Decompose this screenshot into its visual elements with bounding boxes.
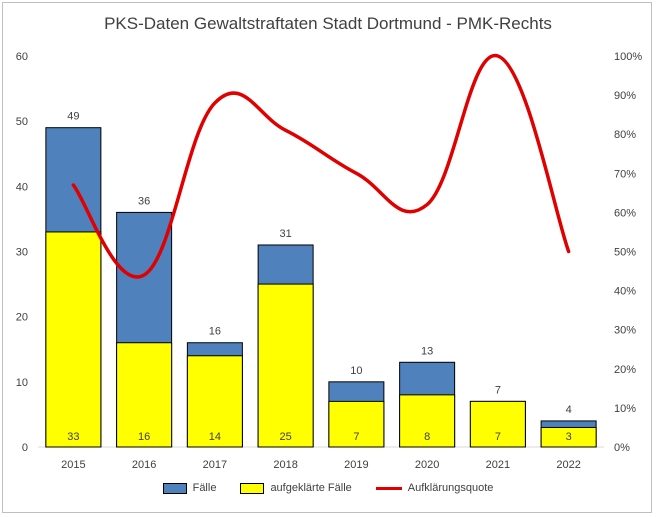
bar-aufgeklaerte bbox=[45, 231, 102, 448]
chart-legend: Fälle aufgeklärte Fälle Aufklärungsquote bbox=[0, 482, 656, 494]
data-label-faelle: 16 bbox=[209, 326, 221, 338]
line-aufklaerungsquote bbox=[71, 54, 571, 279]
data-label-aufgeklaerte: 16 bbox=[138, 431, 150, 443]
bar-aufgeklaerte bbox=[116, 342, 173, 448]
y2-tick-label: 60% bbox=[614, 207, 636, 219]
y2-tick-label: 10% bbox=[614, 403, 636, 415]
bar-aufgeklaerte bbox=[399, 394, 456, 448]
data-label-faelle: 13 bbox=[421, 345, 433, 357]
bar-aufgeklaerte bbox=[257, 283, 314, 448]
data-label-aufgeklaerte: 14 bbox=[209, 431, 221, 443]
y2-tick-label: 20% bbox=[614, 364, 636, 376]
legend-item-faelle: Fälle bbox=[162, 482, 217, 494]
x-tick-label: 2020 bbox=[415, 459, 439, 471]
data-label-aufgeklaerte: 25 bbox=[280, 431, 292, 443]
y2-tick-label: 80% bbox=[614, 129, 636, 141]
y-tick-label: 50 bbox=[16, 116, 28, 128]
y2-tick-label: 40% bbox=[614, 286, 636, 298]
y-tick-label: 10 bbox=[16, 377, 28, 389]
x-tick-label: 2018 bbox=[273, 459, 297, 471]
data-label-faelle: 7 bbox=[495, 384, 501, 396]
x-tick-label: 2021 bbox=[486, 459, 510, 471]
y-tick-label: 20 bbox=[16, 312, 28, 324]
legend-label-quote: Aufklärungsquote bbox=[407, 482, 494, 494]
y2-tick-label: 90% bbox=[614, 90, 636, 102]
bar-aufgeklaerte bbox=[540, 426, 597, 448]
bar-aufgeklaerte bbox=[328, 400, 385, 448]
x-tick-label: 2016 bbox=[132, 459, 156, 471]
y-tick-label: 30 bbox=[16, 247, 28, 259]
chart-title: PKS-Daten Gewaltstraftaten Stadt Dortmun… bbox=[104, 14, 552, 33]
bar-aufgeklaerte bbox=[469, 400, 526, 448]
data-label-aufgeklaerte: 8 bbox=[424, 431, 430, 443]
data-label-aufgeklaerte: 33 bbox=[67, 431, 79, 443]
data-label-faelle: 4 bbox=[566, 404, 572, 416]
legend-item-aufgeklaerte: aufgeklärte Fälle bbox=[240, 482, 352, 494]
data-label-faelle: 49 bbox=[67, 111, 79, 123]
data-label-aufgeklaerte: 3 bbox=[566, 431, 572, 443]
y2-tick-label: 50% bbox=[614, 247, 636, 259]
y2-tick-label: 100% bbox=[614, 51, 642, 63]
x-tick-label: 2017 bbox=[203, 459, 227, 471]
data-label-faelle: 10 bbox=[350, 365, 362, 377]
data-label-aufgeklaerte: 7 bbox=[495, 431, 501, 443]
y2-tick-label: 0% bbox=[614, 442, 630, 454]
y2-tick-label: 30% bbox=[614, 325, 636, 337]
data-label-faelle: 36 bbox=[138, 195, 150, 207]
y-tick-label: 0 bbox=[22, 442, 28, 454]
legend-label-aufgeklaerte: aufgeklärte Fälle bbox=[270, 482, 352, 494]
y2-tick-label: 70% bbox=[614, 168, 636, 180]
y-tick-label: 40 bbox=[16, 181, 28, 193]
x-tick-label: 2022 bbox=[556, 459, 580, 471]
bar-aufgeklaerte bbox=[186, 355, 243, 448]
y-tick-label: 60 bbox=[16, 51, 28, 63]
legend-swatch-aufgeklaerte bbox=[240, 482, 265, 494]
legend-item-quote: Aufklärungsquote bbox=[375, 482, 494, 494]
x-tick-label: 2019 bbox=[344, 459, 368, 471]
x-tick-label: 2015 bbox=[61, 459, 85, 471]
legend-swatch-quote bbox=[375, 486, 402, 490]
legend-label-faelle: Fälle bbox=[192, 482, 217, 494]
legend-swatch-faelle bbox=[162, 482, 187, 494]
data-label-aufgeklaerte: 7 bbox=[353, 431, 359, 443]
data-label-faelle: 31 bbox=[280, 228, 292, 240]
